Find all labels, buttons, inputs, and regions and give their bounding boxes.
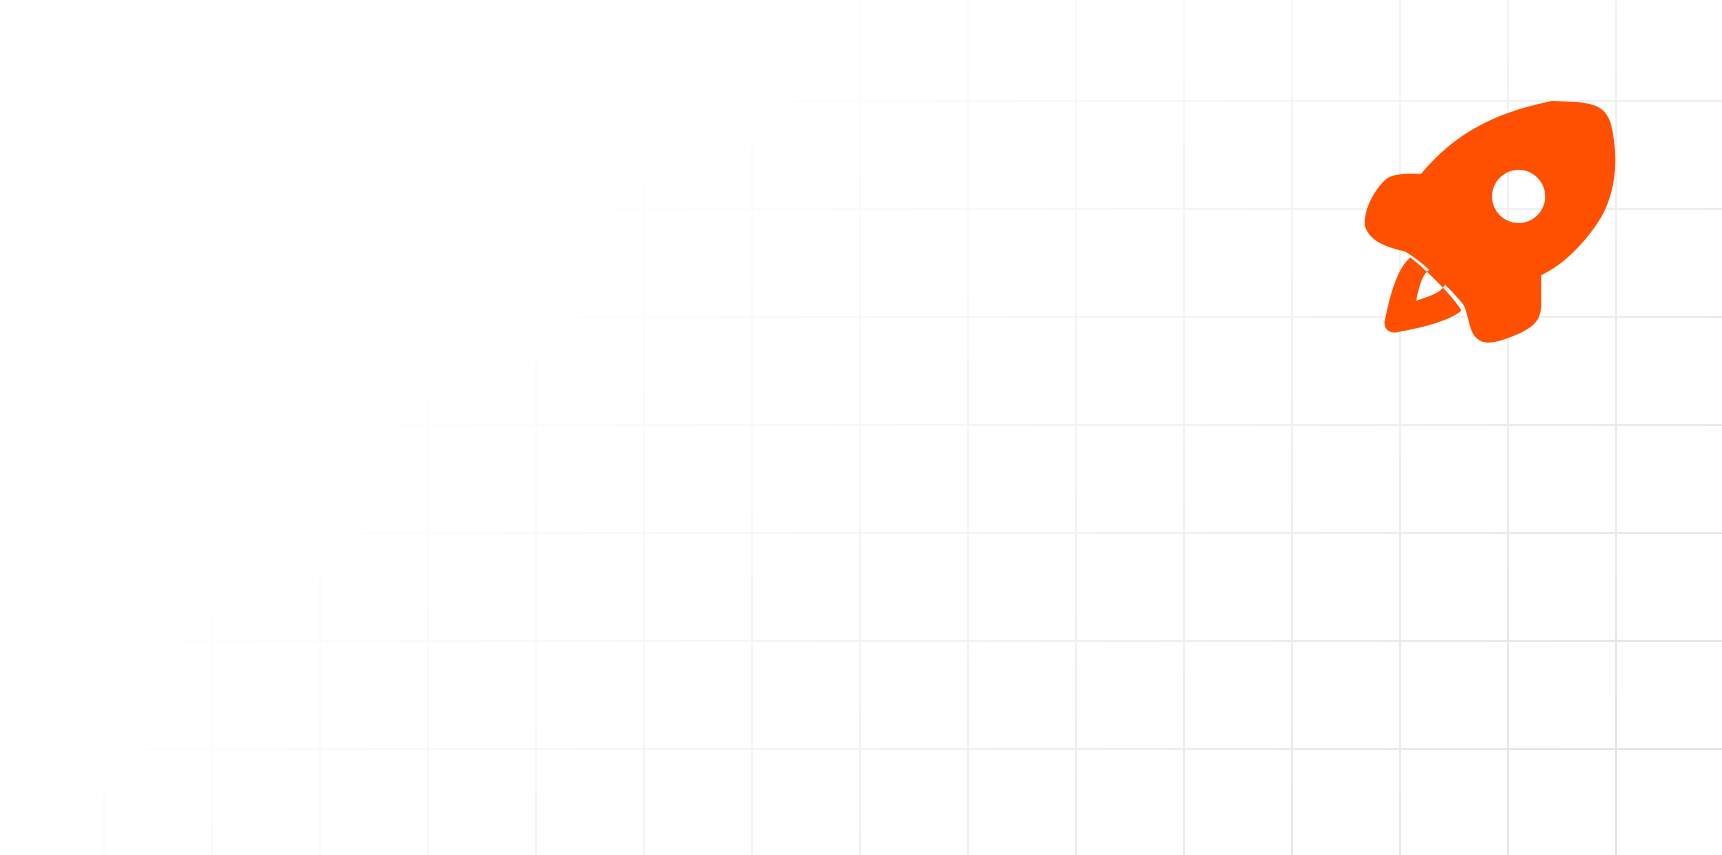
rocket-icon [1364, 100, 1616, 343]
rocket-body [1364, 100, 1616, 343]
rocket-flame [1384, 257, 1462, 333]
